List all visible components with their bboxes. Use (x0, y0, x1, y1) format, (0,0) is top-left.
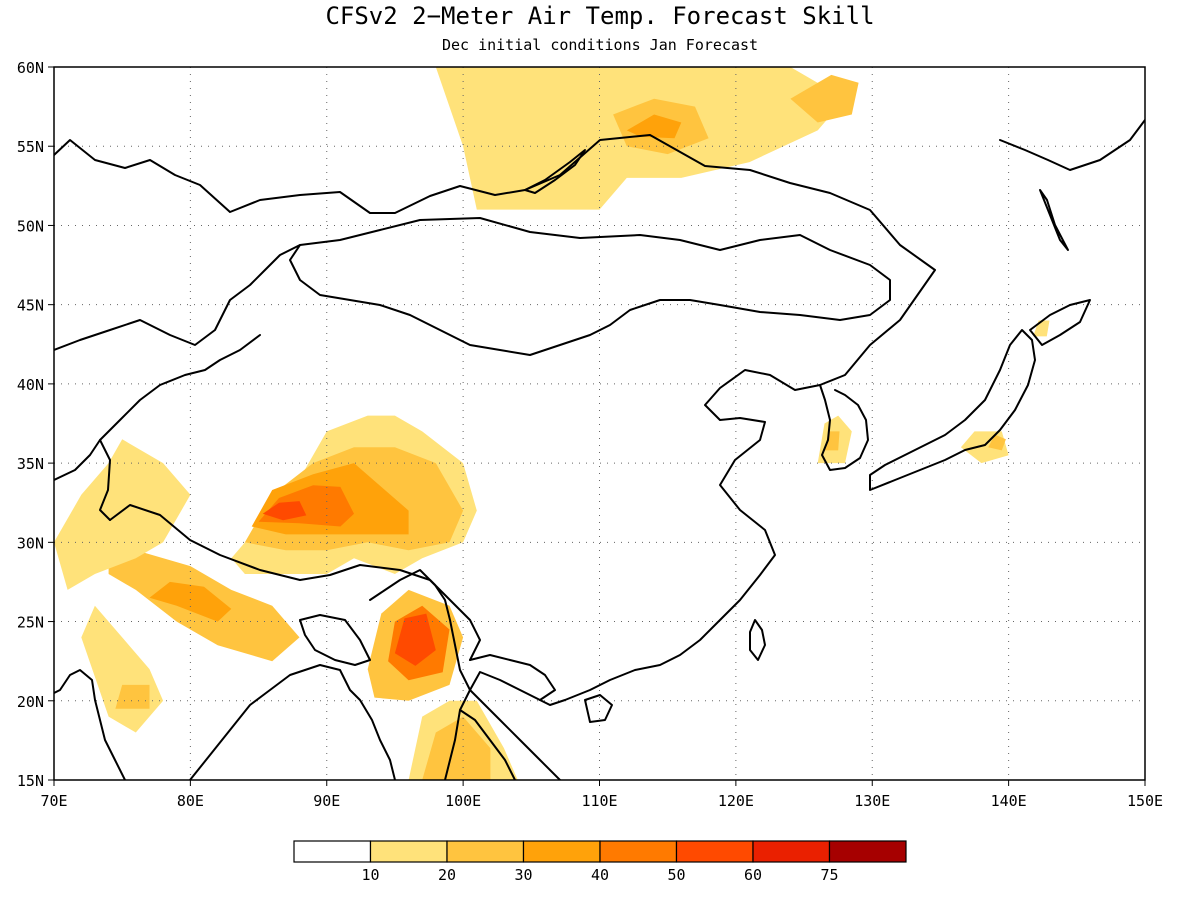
colorbar: 10 20 30 40 50 60 75 (293, 840, 907, 884)
x-tick-label: 130E (854, 792, 890, 810)
y-tick-label: 20N (17, 693, 44, 711)
border-myanmar (369, 569, 561, 780)
colorbar-bin (446, 840, 525, 863)
x-tick-label: 120E (718, 792, 754, 810)
coastline-kamchatka-area (999, 119, 1145, 171)
coastline-india-west (54, 669, 126, 780)
y-tick-label: 15N (17, 772, 44, 790)
skill-region-north-east-blob (790, 74, 859, 123)
colorbar-bin (293, 840, 372, 863)
coastline-hokkaido (1029, 299, 1091, 346)
colorbar-label: 50 (667, 866, 685, 884)
border-indochina-north (469, 654, 556, 701)
skill-region-myanmar-hot (394, 613, 436, 666)
coastline-hainan (584, 694, 613, 723)
x-tick-label: 110E (581, 792, 617, 810)
y-axis-ticks: 15N 20N 25N 30N 35N 40N 45N 50N 55N 60N (17, 59, 54, 790)
skill-region-north-india-core (149, 581, 232, 622)
y-tick-label: 35N (17, 455, 44, 473)
skill-region-hokkaido-spot (1033, 320, 1050, 337)
skill-region-tibetan-plateau-max (262, 501, 307, 521)
coastline-baikal (524, 149, 586, 194)
chart-subtitle: Dec initial conditions Jan Forecast (442, 36, 758, 54)
coastline-japan-honshu (869, 329, 1036, 491)
colorbar-bin (599, 840, 678, 863)
colorbar-label: 10 (361, 866, 379, 884)
skill-region-gujarat-spot (115, 684, 150, 709)
border-bangladesh (299, 614, 371, 666)
y-tick-label: 60N (17, 59, 44, 77)
x-axis-ticks: 70E 80E 90E 100E 110E 120E 130E 140E 150E (40, 780, 1163, 810)
skill-region-indochina-core (422, 716, 491, 780)
x-tick-label: 140E (991, 792, 1027, 810)
skill-region-siberia-east (626, 67, 845, 178)
y-tick-label: 45N (17, 297, 44, 315)
border-china-west (99, 334, 261, 441)
colorbar-label: 40 (591, 866, 609, 884)
chart-title: CFSv2 2−Meter Air Temp. Forecast Skill (325, 2, 874, 30)
plot-area: 70E 80E 90E 100E 110E 120E 130E 140E 150E 15N 20N… (17, 59, 1163, 810)
coastline-sakhalin (1039, 189, 1069, 251)
skill-region-pakistan-band (54, 439, 191, 590)
coastline-taiwan (749, 619, 766, 661)
skill-fields (54, 67, 1050, 780)
x-tick-label: 100E (445, 792, 481, 810)
colorbar-bin (828, 840, 907, 863)
colorbar-label: 30 (514, 866, 532, 884)
colorbar-label: 75 (820, 866, 838, 884)
coastlines (54, 119, 1145, 780)
y-tick-label: 50N (17, 217, 44, 235)
border-mongolia (289, 217, 891, 356)
coastline-india-east (189, 664, 396, 780)
x-tick-label: 90E (313, 792, 340, 810)
border-thailand (459, 709, 516, 780)
colorbar-bin (522, 840, 601, 863)
y-tick-label: 55N (17, 138, 44, 156)
y-tick-label: 25N (17, 614, 44, 632)
border-pakistan (54, 439, 111, 521)
y-tick-label: 40N (17, 376, 44, 394)
coastline-asia-north (54, 134, 936, 706)
border-tibet-south (109, 504, 481, 661)
colorbar-bin (675, 840, 754, 863)
skill-region-japan-inner (988, 434, 1006, 451)
colorbar-label: 20 (438, 866, 456, 884)
skill-region-siberia-hot (626, 114, 682, 139)
colorbar-bin (752, 840, 831, 863)
y-tick-label: 30N (17, 534, 44, 552)
x-tick-label: 70E (40, 792, 67, 810)
colorbar-bin (369, 840, 448, 863)
border-kazakhstan (54, 244, 301, 351)
coastline-korea (819, 384, 869, 471)
x-tick-label: 80E (177, 792, 204, 810)
skill-region-western-india (81, 605, 164, 733)
colorbar-label: 60 (744, 866, 762, 884)
x-tick-label: 150E (1127, 792, 1163, 810)
